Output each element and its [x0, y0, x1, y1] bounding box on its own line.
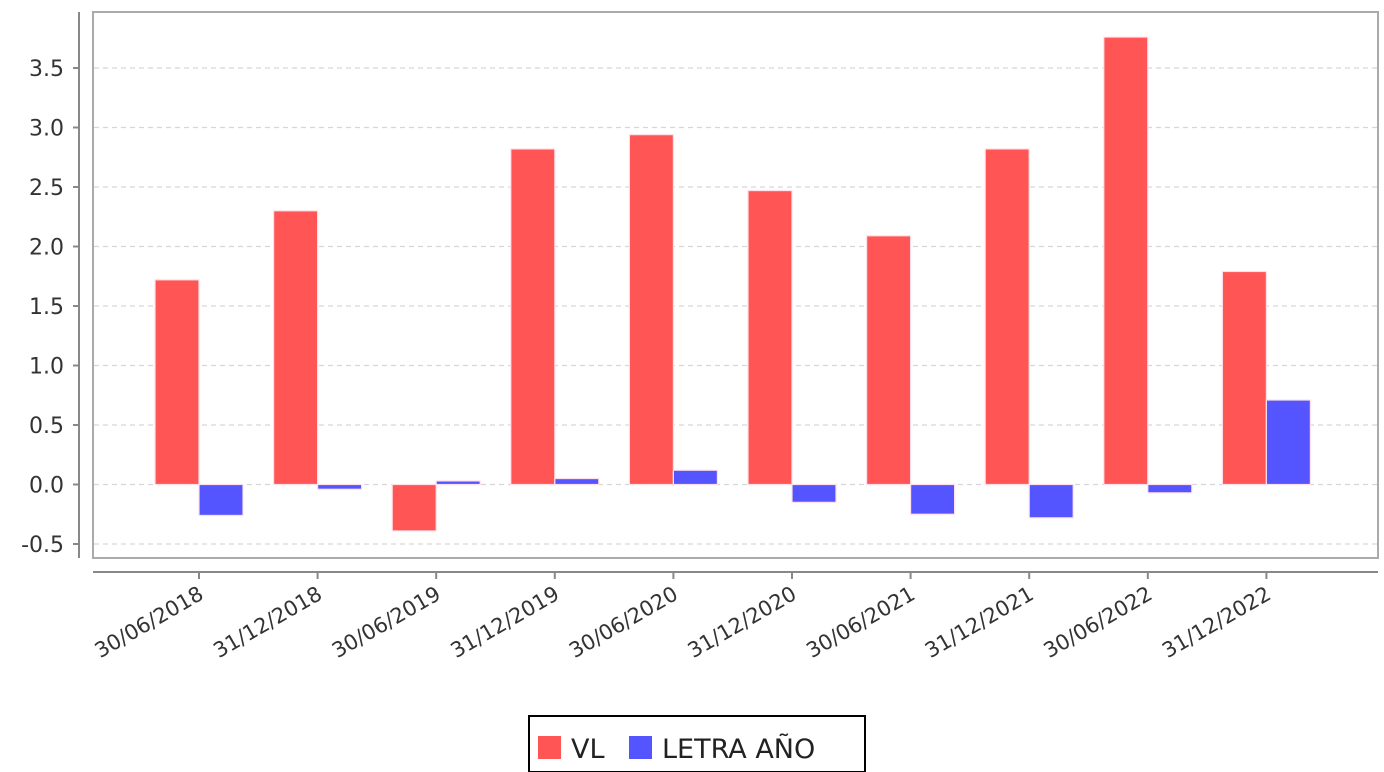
bar-vl-7: [984, 148, 1030, 486]
x-tick-label: 31/12/2021: [921, 582, 1038, 663]
x-tick-label: 30/06/2022: [1039, 582, 1156, 663]
x-tick-label: 30/06/2019: [328, 582, 445, 663]
y-tick-label: 1.5: [29, 295, 64, 320]
bar-letra-ano-0: [198, 483, 244, 517]
bar-letra-ano-2: [435, 480, 481, 486]
bar-vl-6: [865, 235, 912, 486]
x-tick-label: 31/12/2019: [446, 582, 563, 663]
x-tick-label: 31/12/2020: [684, 582, 801, 663]
x-tick-label: 30/06/2020: [565, 582, 682, 663]
y-tick-label: 2.5: [29, 176, 64, 201]
bar-letra-ano-3: [554, 477, 600, 486]
bar-letra-ano-7: [1028, 483, 1074, 519]
x-tick-label: 31/12/2018: [209, 582, 326, 663]
bars: [154, 36, 1312, 532]
y-tick-label: -0.5: [21, 533, 64, 558]
bar-letra-ano-4: [672, 469, 719, 486]
bar-letra-ano-5: [791, 483, 837, 503]
legend-label-vl: VL: [571, 734, 605, 765]
bar-letra-ano-1: [317, 483, 363, 490]
y-axis-ticks: -0.5 0.0 0.5 1.0 1.5 2.0 2.5 3.0 3.5: [21, 57, 79, 558]
x-tick-label: 30/06/2018: [91, 582, 208, 663]
bar-vl-5: [747, 189, 793, 486]
bar-vl-4: [628, 134, 675, 486]
y-tick-label: 2.0: [29, 236, 64, 261]
x-tick-label: 30/06/2021: [802, 582, 919, 663]
bar-vl-9: [1221, 270, 1268, 486]
bar-vl-1: [273, 210, 319, 486]
bar-vl-8: [1103, 36, 1149, 486]
y-tick-label: 3.0: [29, 117, 64, 142]
legend-box: [528, 715, 866, 772]
legend-label-letra-ano: LETRA AÑO: [662, 733, 815, 765]
legend-swatch-vl: [538, 736, 561, 759]
gridlines: [94, 67, 1377, 545]
legend: VL LETRA AÑO: [528, 715, 866, 772]
bar-vl-2: [391, 483, 437, 532]
y-tick-label: 3.5: [29, 57, 64, 82]
bar-vl-0: [154, 279, 200, 486]
bar-letra-ano-8: [1147, 483, 1193, 494]
x-axis-ticks: 30/06/2018 31/12/2018 30/06/2019 31/12/2019…: [91, 572, 1275, 663]
bar-letra-ano-9: [1265, 399, 1312, 486]
y-tick-label: 0.0: [29, 474, 64, 499]
x-tick-label: 31/12/2022: [1158, 582, 1275, 663]
legend-swatch-letra-ano: [629, 736, 652, 759]
bar-vl-3: [510, 148, 556, 486]
y-tick-label: 1.0: [29, 355, 64, 380]
bar-letra-ano-6: [909, 483, 956, 515]
y-tick-label: 0.5: [29, 414, 64, 439]
